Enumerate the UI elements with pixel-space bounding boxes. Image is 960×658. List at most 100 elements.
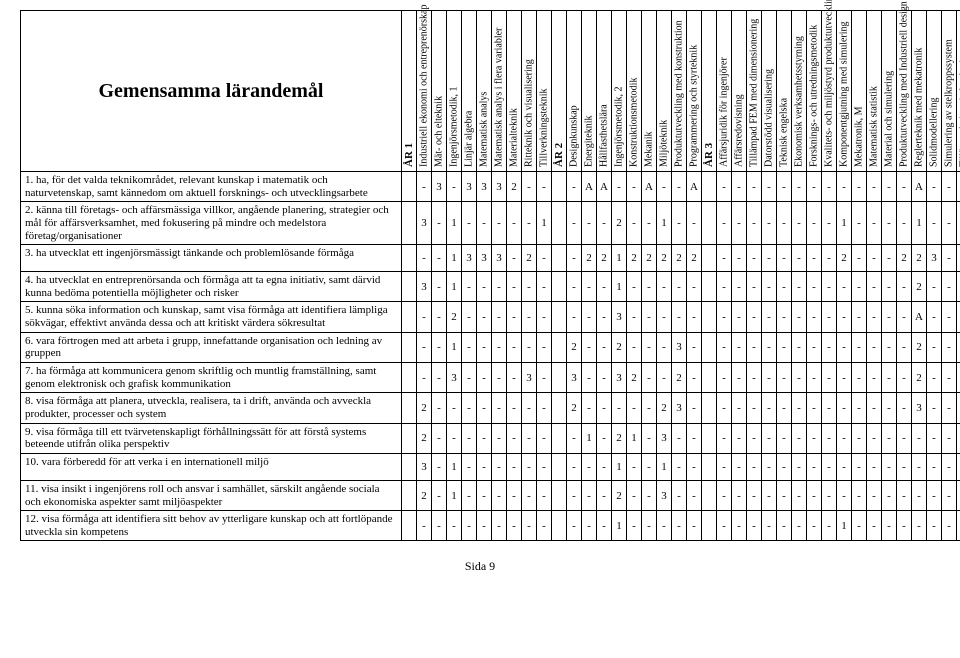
- course-column-header: Teknisk engelska: [777, 11, 792, 172]
- value-cell: -: [807, 172, 822, 202]
- value-cell: -: [927, 332, 942, 362]
- course-column-header: Reglerteknik med mekatronik: [912, 11, 927, 172]
- value-cell: -: [747, 302, 762, 332]
- value-cell: -: [492, 453, 507, 480]
- value-cell: -: [852, 363, 867, 393]
- value-cell: -: [822, 480, 837, 510]
- value-cell: 3: [522, 363, 537, 393]
- value-cell: -: [777, 511, 792, 541]
- value-cell: -: [942, 363, 957, 393]
- value-cell: -: [777, 423, 792, 453]
- value-cell: [552, 272, 567, 302]
- value-cell: -: [432, 511, 447, 541]
- course-column-header: Mekanik: [642, 11, 657, 172]
- value-cell: 2: [417, 480, 432, 510]
- goal-description: 2. känna till företags- och affärsmässig…: [21, 202, 402, 245]
- value-cell: -: [927, 453, 942, 480]
- column-label: Reglerteknik med mekatronik: [914, 48, 925, 167]
- column-label: Hållfasthetslära: [599, 104, 610, 167]
- goal-description: 3. ha utvecklat ett ingenjörsmässigt tän…: [21, 245, 402, 272]
- value-cell: 2: [567, 332, 582, 362]
- value-cell: 2: [417, 423, 432, 453]
- column-label: Materialteknik: [509, 108, 520, 167]
- value-cell: [552, 423, 567, 453]
- value-cell: -: [672, 453, 687, 480]
- table-row: 1. ha, för det valda teknikområdet, rele…: [21, 172, 960, 202]
- value-cell: -: [882, 272, 897, 302]
- column-label: Linjär algebra: [464, 111, 475, 167]
- value-cell: [552, 245, 567, 272]
- course-column-header: Hållfasthetslära: [597, 11, 612, 172]
- value-cell: -: [492, 480, 507, 510]
- value-cell: -: [672, 172, 687, 202]
- course-column-header: Datorstödd visualisering: [762, 11, 777, 172]
- value-cell: -: [822, 172, 837, 202]
- value-cell: -: [747, 453, 762, 480]
- value-cell: -: [837, 172, 852, 202]
- year-column-header: ÅR 3: [702, 11, 717, 172]
- value-cell: -: [942, 423, 957, 453]
- value-cell: -: [507, 202, 522, 245]
- value-cell: -: [867, 511, 882, 541]
- value-cell: -: [477, 332, 492, 362]
- value-cell: -: [882, 423, 897, 453]
- value-cell: -: [807, 272, 822, 302]
- value-cell: -: [717, 393, 732, 423]
- value-cell: -: [492, 423, 507, 453]
- value-cell: -: [672, 480, 687, 510]
- value-cell: -: [897, 332, 912, 362]
- value-cell: 2: [837, 245, 852, 272]
- value-cell: -: [597, 423, 612, 453]
- value-cell: [702, 480, 717, 510]
- value-cell: -: [522, 453, 537, 480]
- value-cell: -: [432, 480, 447, 510]
- value-cell: 3: [672, 332, 687, 362]
- value-cell: -: [792, 480, 807, 510]
- course-column-header: Konstruktionsmetodik: [627, 11, 642, 172]
- value-cell: -: [462, 423, 477, 453]
- course-column-header: Produktutveckling med konstruktion: [672, 11, 687, 172]
- value-cell: -: [747, 511, 762, 541]
- value-cell: -: [507, 423, 522, 453]
- value-cell: -: [762, 272, 777, 302]
- value-cell: [552, 480, 567, 510]
- value-cell: -: [762, 423, 777, 453]
- value-cell: -: [687, 332, 702, 362]
- value-cell: -: [537, 363, 552, 393]
- value-cell: 1: [582, 423, 597, 453]
- value-cell: A: [687, 172, 702, 202]
- value-cell: -: [672, 511, 687, 541]
- value-cell: -: [597, 393, 612, 423]
- value-cell: -: [642, 423, 657, 453]
- value-cell: -: [627, 511, 642, 541]
- value-cell: -: [522, 172, 537, 202]
- column-label: ÅR 1: [403, 143, 415, 167]
- value-cell: [402, 423, 417, 453]
- value-cell: 1: [657, 453, 672, 480]
- value-cell: 3: [417, 453, 432, 480]
- column-label: Matematisk analys: [479, 92, 490, 167]
- value-cell: -: [627, 480, 642, 510]
- value-cell: 2: [642, 245, 657, 272]
- value-cell: 2: [657, 245, 672, 272]
- value-cell: -: [582, 480, 597, 510]
- value-cell: -: [792, 453, 807, 480]
- value-cell: -: [537, 172, 552, 202]
- value-cell: -: [477, 363, 492, 393]
- value-cell: -: [807, 453, 822, 480]
- value-cell: -: [852, 272, 867, 302]
- value-cell: -: [672, 202, 687, 245]
- value-cell: -: [747, 393, 762, 423]
- value-cell: -: [522, 302, 537, 332]
- value-cell: -: [747, 332, 762, 362]
- value-cell: 2: [567, 393, 582, 423]
- course-column-header: Mät- och elteknik: [432, 11, 447, 172]
- value-cell: -: [432, 272, 447, 302]
- value-cell: -: [807, 332, 822, 362]
- value-cell: -: [717, 245, 732, 272]
- value-cell: -: [537, 332, 552, 362]
- value-cell: -: [432, 332, 447, 362]
- value-cell: 2: [612, 480, 627, 510]
- value-cell: -: [927, 423, 942, 453]
- value-cell: 1: [612, 453, 627, 480]
